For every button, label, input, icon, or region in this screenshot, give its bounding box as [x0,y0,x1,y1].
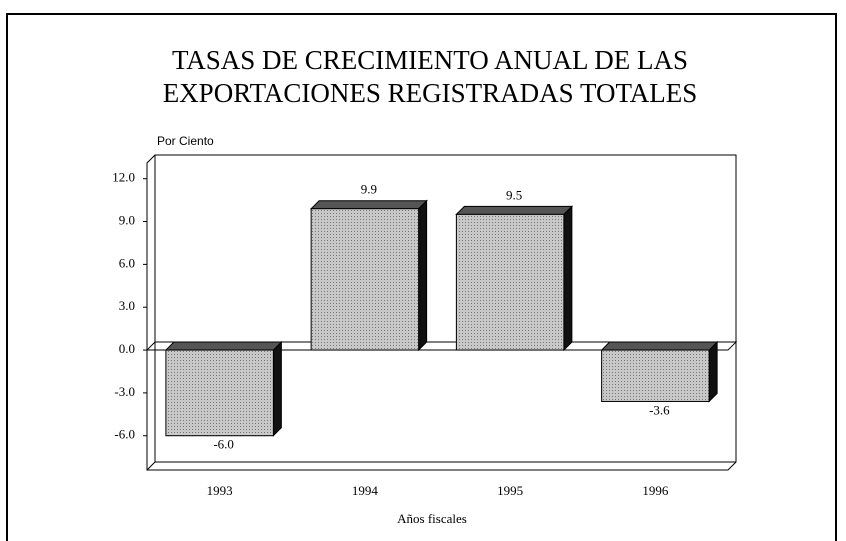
bar-top [600,341,719,351]
bar-top [309,200,428,210]
bar-side [708,340,718,403]
bar-side [563,205,573,352]
x-tick-label: 1993 [207,483,233,498]
bar [455,213,565,351]
bar-side [272,340,282,437]
x-tick-label: 1994 [352,483,379,498]
x-tick-label: 1995 [497,483,523,498]
value-label: 9.9 [361,182,377,197]
chart-title: TASAS DE CRECIMIENTO ANUAL DE LAS [172,45,688,75]
y-tick-label: 12.0 [112,170,135,185]
bar-side [418,199,428,352]
y-tick-label: -3.0 [114,384,135,399]
bar-top [164,341,283,351]
plot-box [146,154,737,471]
bar [601,349,710,402]
y-tick-label: 6.0 [119,255,135,270]
y-tick-label: -6.0 [114,427,135,442]
chart-title: EXPORTACIONES REGISTRADAS TOTALES [163,78,698,108]
bar [310,208,420,351]
value-label: -3.6 [649,402,670,417]
y-axis-label: Por Ciento [157,134,214,148]
y-tick-label: 9.0 [119,213,135,228]
value-label: -6.0 [213,437,234,452]
bar-top [455,205,574,215]
value-label: 9.5 [506,187,522,202]
frame [6,13,837,541]
back-wall [154,154,737,463]
bar [165,349,274,437]
y-tick-label: 3.0 [119,298,135,313]
x-tick-label: 1996 [642,483,669,498]
x-axis-label: Años fiscales [397,511,467,526]
y-tick-label: 0.0 [119,341,135,356]
